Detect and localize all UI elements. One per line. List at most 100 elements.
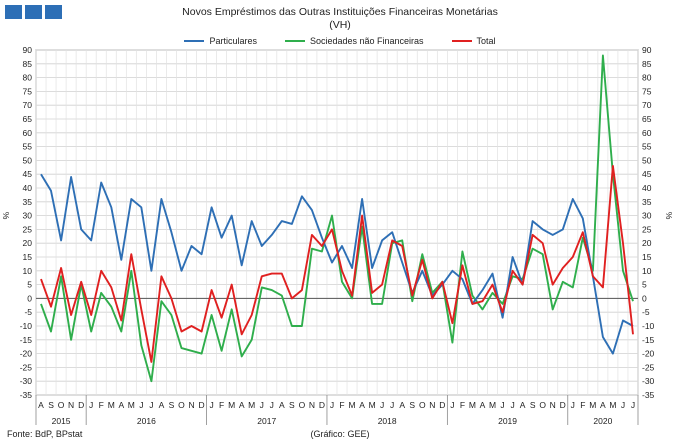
y-tick-label-right: 50 xyxy=(642,155,652,165)
y-tick-label-left: -5 xyxy=(24,307,32,317)
chart-subtitle: (VH) xyxy=(329,19,351,31)
x-tick-label: M xyxy=(128,400,135,410)
chart-credit: (Gráfico: GEE) xyxy=(310,429,370,439)
y-tick-label-left: 45 xyxy=(23,169,33,179)
x-tick-label: F xyxy=(339,400,344,410)
y-tick-label-left: 65 xyxy=(23,114,33,124)
y-tick-label-left: 75 xyxy=(23,86,33,96)
x-tick-label: A xyxy=(279,400,285,410)
x-tick-label: D xyxy=(78,400,84,410)
x-tick-label: J xyxy=(330,400,334,410)
logo-block xyxy=(45,5,62,19)
x-tick-label: O xyxy=(178,400,185,410)
x-tick-label: S xyxy=(48,400,54,410)
x-tick-label: M xyxy=(469,400,476,410)
y-tick-label-right: -35 xyxy=(642,390,655,400)
x-tick-label: M xyxy=(228,400,235,410)
chart-title: Novos Empréstimos das Outras Instituiçõe… xyxy=(182,6,498,18)
x-tick-label: S xyxy=(289,400,295,410)
y-tick-label-right: 40 xyxy=(642,183,652,193)
y-tick-label-right: 15 xyxy=(642,252,652,262)
year-label: 2015 xyxy=(52,416,71,426)
legend-label: Particulares xyxy=(209,36,257,46)
x-tick-label: J xyxy=(149,400,153,410)
x-tick-label: J xyxy=(139,400,143,410)
year-label: 2019 xyxy=(498,416,517,426)
x-tick-label: J xyxy=(621,400,625,410)
x-tick-label: N xyxy=(68,400,74,410)
y-tick-label-left: 20 xyxy=(23,238,33,248)
y-tick-label-right: 5 xyxy=(642,280,647,290)
y-tick-label-right: 25 xyxy=(642,224,652,234)
legend-item-sociedades: Sociedades não Financeiras xyxy=(284,36,424,46)
x-tick-label: S xyxy=(169,400,175,410)
legend-swatch xyxy=(284,40,305,42)
y-tick-label-right: 75 xyxy=(642,86,652,96)
year-label: 2018 xyxy=(378,416,397,426)
x-tick-label: F xyxy=(219,400,224,410)
legend-label: Total xyxy=(476,36,496,46)
x-tick-label: A xyxy=(480,400,486,410)
x-tick-label: O xyxy=(58,400,65,410)
x-tick-label: O xyxy=(419,400,426,410)
x-tick-label: J xyxy=(270,400,274,410)
x-tick-label: N xyxy=(188,400,194,410)
y-tick-label-left: 30 xyxy=(23,211,33,221)
x-tick-label: F xyxy=(99,400,104,410)
y-tick-label-right: -10 xyxy=(642,321,655,331)
logo-block xyxy=(5,5,22,19)
x-tick-label: J xyxy=(209,400,213,410)
y-tick-label-left: 10 xyxy=(23,266,33,276)
x-tick-label: O xyxy=(299,400,306,410)
y-tick-label-left: 90 xyxy=(23,45,33,55)
series-line-particulares xyxy=(40,173,634,355)
legend-label: Sociedades não Financeiras xyxy=(309,36,424,46)
y-tick-label-left: 35 xyxy=(23,197,33,207)
logo-block xyxy=(25,5,42,19)
legend-item-total: Total xyxy=(451,36,496,46)
x-tick-label: J xyxy=(510,400,514,410)
x-tick-label: D xyxy=(560,400,566,410)
y-tick-label-left: 0 xyxy=(27,293,32,303)
brand-logo xyxy=(5,5,62,19)
y-tick-label-right: 65 xyxy=(642,114,652,124)
y-tick-label-left: 25 xyxy=(23,224,33,234)
y-axis-label-left: % xyxy=(1,211,11,219)
x-tick-label: N xyxy=(309,400,315,410)
x-tick-label: A xyxy=(359,400,365,410)
x-tick-label: A xyxy=(159,400,165,410)
y-tick-label-left: -30 xyxy=(20,376,33,386)
y-tick-label-right: 0 xyxy=(642,293,647,303)
x-tick-label: J xyxy=(571,400,575,410)
y-tick-label-right: 30 xyxy=(642,211,652,221)
x-tick-label: D xyxy=(198,400,204,410)
y-tick-label-right: 55 xyxy=(642,142,652,152)
x-tick-label: M xyxy=(248,400,255,410)
y-tick-label-left: 40 xyxy=(23,183,33,193)
y-tick-label-right: -25 xyxy=(642,362,655,372)
y-tick-label-left: 50 xyxy=(23,155,33,165)
x-tick-label: M xyxy=(108,400,115,410)
y-tick-label-right: -15 xyxy=(642,335,655,345)
year-label: 2017 xyxy=(257,416,276,426)
x-tick-label: S xyxy=(409,400,415,410)
y-axis-label-right: % xyxy=(664,211,674,219)
legend-swatch xyxy=(184,40,205,42)
x-tick-label: N xyxy=(550,400,556,410)
y-tick-label-right: 35 xyxy=(642,197,652,207)
x-tick-label: A xyxy=(399,400,405,410)
x-tick-label: M xyxy=(349,400,356,410)
y-tick-label-right: 90 xyxy=(642,45,652,55)
chart-title-block: Novos Empréstimos das Outras Instituiçõe… xyxy=(0,6,680,32)
x-tick-label: J xyxy=(631,400,635,410)
x-tick-label: M xyxy=(609,400,616,410)
x-tick-label: M xyxy=(589,400,596,410)
y-tick-label-right: 70 xyxy=(642,100,652,110)
y-tick-label-right: 85 xyxy=(642,59,652,69)
x-tick-label: D xyxy=(319,400,325,410)
x-tick-label: J xyxy=(500,400,504,410)
y-tick-label-right: -30 xyxy=(642,376,655,386)
x-tick-label: M xyxy=(489,400,496,410)
y-tick-label-right: 20 xyxy=(642,238,652,248)
y-tick-label-left: 70 xyxy=(23,100,33,110)
